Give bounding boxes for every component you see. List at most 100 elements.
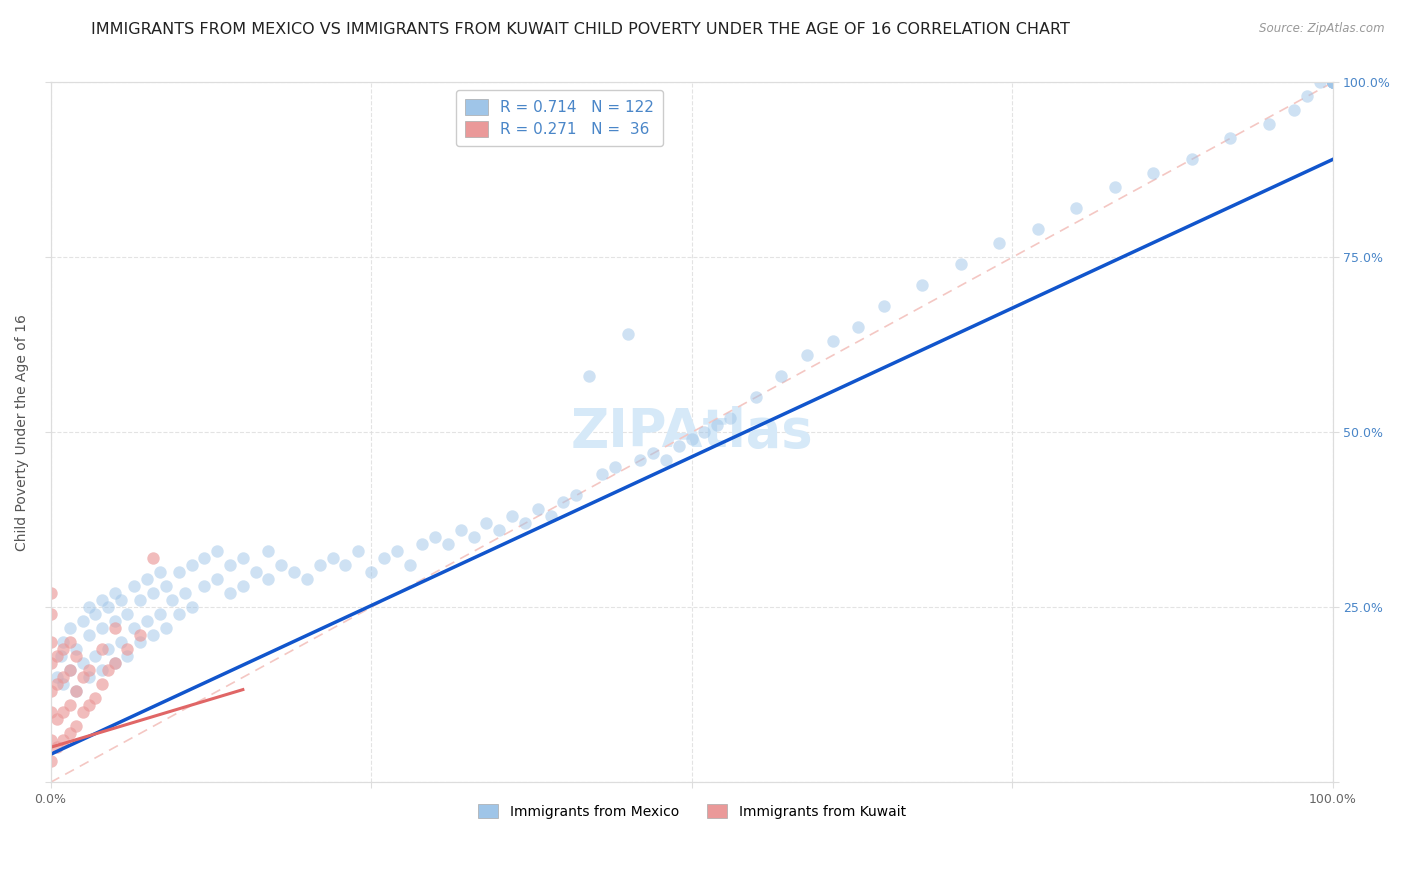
Point: [59, 698, 82, 713]
Point: [385, 544, 408, 558]
Point: [45, 649, 67, 664]
Point: [988, 236, 1011, 251]
Point: [270, 558, 292, 573]
Point: [796, 348, 818, 362]
Point: [129, 593, 152, 607]
Point: [335, 558, 357, 573]
Point: [65, 642, 87, 657]
Point: [1142, 166, 1164, 180]
Point: [155, 579, 177, 593]
Point: [1322, 75, 1344, 89]
Point: [135, 615, 157, 629]
Point: [39, 755, 62, 769]
Point: [110, 593, 132, 607]
Point: [110, 635, 132, 649]
Point: [463, 530, 485, 544]
Point: [104, 657, 127, 671]
Point: [142, 586, 165, 600]
Point: [59, 726, 82, 740]
Point: [84, 649, 107, 664]
Point: [232, 551, 254, 566]
Point: [219, 586, 242, 600]
Point: [77, 664, 100, 678]
Point: [193, 551, 215, 566]
Point: [949, 257, 972, 271]
Point: [180, 600, 202, 615]
Point: [167, 607, 190, 622]
Point: [90, 621, 112, 635]
Point: [45, 677, 67, 691]
Point: [97, 664, 120, 678]
Point: [39, 607, 62, 622]
Point: [39, 706, 62, 720]
Point: [104, 657, 127, 671]
Point: [84, 691, 107, 706]
Y-axis label: Child Poverty Under the Age of 16: Child Poverty Under the Age of 16: [15, 314, 30, 551]
Point: [205, 544, 228, 558]
Point: [39, 657, 62, 671]
Point: [873, 300, 896, 314]
Point: [205, 573, 228, 587]
Point: [578, 369, 600, 384]
Point: [232, 579, 254, 593]
Point: [219, 558, 242, 573]
Point: [77, 670, 100, 684]
Point: [52, 677, 75, 691]
Point: [59, 621, 82, 635]
Point: [360, 566, 382, 580]
Point: [142, 551, 165, 566]
Text: Source: ZipAtlas.com: Source: ZipAtlas.com: [1260, 22, 1385, 36]
Text: ZIPAtlas: ZIPAtlas: [571, 407, 813, 458]
Point: [846, 320, 869, 334]
Point: [122, 579, 145, 593]
Point: [45, 712, 67, 726]
Point: [1026, 222, 1049, 236]
Point: [52, 642, 75, 657]
Point: [643, 446, 665, 460]
Point: [52, 706, 75, 720]
Point: [148, 607, 170, 622]
Point: [1322, 75, 1344, 89]
Point: [450, 524, 472, 538]
Point: [347, 544, 370, 558]
Point: [245, 566, 267, 580]
Point: [72, 657, 94, 671]
Point: [72, 615, 94, 629]
Point: [59, 664, 82, 678]
Point: [308, 558, 330, 573]
Point: [616, 327, 638, 342]
Point: [167, 566, 190, 580]
Point: [283, 566, 305, 580]
Point: [155, 621, 177, 635]
Point: [1219, 131, 1241, 145]
Point: [162, 593, 184, 607]
Point: [39, 635, 62, 649]
Point: [257, 544, 280, 558]
Point: [148, 566, 170, 580]
Point: [706, 418, 728, 433]
Point: [59, 664, 82, 678]
Point: [1296, 89, 1319, 103]
Point: [45, 670, 67, 684]
Point: [1322, 75, 1344, 89]
Point: [603, 460, 626, 475]
Point: [526, 502, 548, 516]
Point: [1322, 75, 1344, 89]
Point: [129, 628, 152, 642]
Point: [97, 600, 120, 615]
Point: [540, 509, 562, 524]
Point: [1322, 75, 1344, 89]
Point: [488, 524, 510, 538]
Point: [1309, 75, 1331, 89]
Point: [90, 593, 112, 607]
Point: [104, 621, 127, 635]
Point: [1064, 202, 1087, 216]
Point: [65, 719, 87, 733]
Point: [117, 607, 139, 622]
Point: [295, 573, 318, 587]
Point: [1284, 103, 1306, 118]
Point: [745, 391, 768, 405]
Point: [117, 649, 139, 664]
Point: [1322, 75, 1344, 89]
Point: [1322, 75, 1344, 89]
